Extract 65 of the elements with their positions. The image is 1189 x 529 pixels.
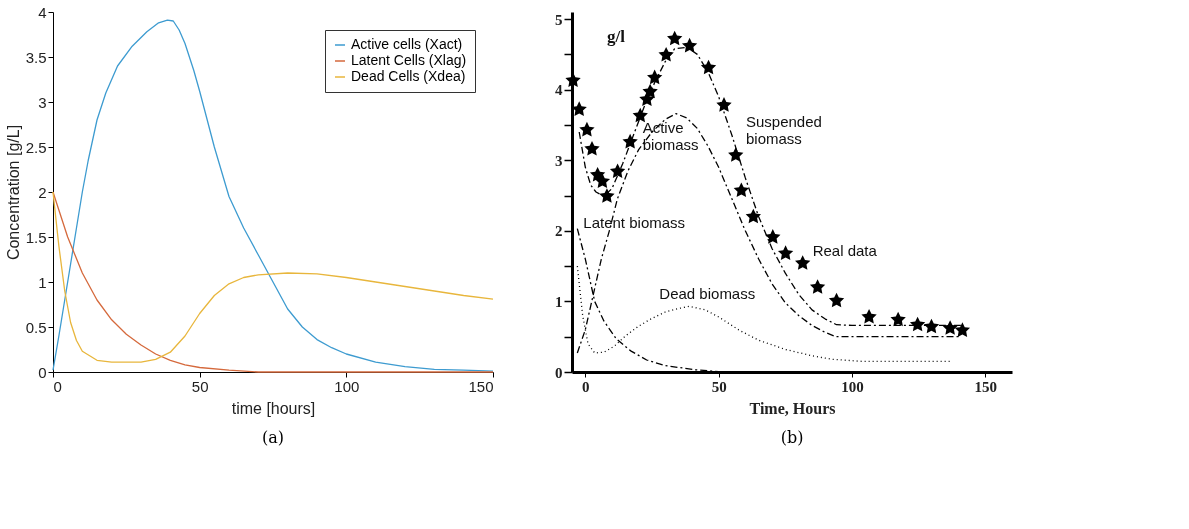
series-label: Dead biomass [659,285,756,303]
point [923,318,940,334]
point [700,59,717,75]
y-tick-label: 5 [555,11,563,28]
point [733,182,749,198]
x-tick-label: 100 [841,378,864,395]
point [565,72,581,87]
point [647,69,663,85]
point [632,107,648,123]
y-tick-label: 3.5 [25,48,47,66]
y-tick-label: 3 [38,93,47,111]
y-tick-label: 0.5 [25,318,47,336]
point [909,316,926,332]
y-tick-label: 2 [555,223,563,240]
point [777,245,794,260]
x-tick-label: 150 [974,378,998,395]
point [599,188,615,203]
y-tick-label: 1 [38,273,47,291]
y-tick-label: 4 [555,82,563,99]
series-label: Latent biomass [583,213,686,231]
y-axis-title: g/l [607,27,626,46]
point [828,292,845,308]
series-label: Real data [812,242,878,260]
series-label: Active biomass [642,118,699,153]
x-tick-label: 0 [53,377,62,395]
point [667,30,683,46]
point [809,279,826,294]
legend-label: Dead Cells (Xdea) [351,68,466,84]
y-tick-label: 4 [38,3,47,21]
x-axis-title: time [hours] [231,399,316,417]
point [716,97,732,112]
y-tick-label: 0 [555,364,563,381]
point [681,37,698,53]
point [954,322,971,337]
y-tick-label: 2.5 [25,138,47,156]
point [594,173,611,188]
x-tick-label: 100 [334,377,360,395]
y-axis-title: Concentration [g/L] [4,124,22,261]
legend-label: Active cells (Xact) [351,36,463,52]
point [609,163,626,179]
series-label: Suspended biomass [746,112,822,147]
x-tick-label: 0 [582,378,590,395]
y-tick-label: 1.5 [25,228,47,246]
point [658,47,674,62]
point [942,320,958,335]
point [765,229,781,244]
x-tick-label: 150 [468,377,494,395]
y-tick-label: 0 [38,363,47,381]
point [745,208,761,224]
point [622,133,638,149]
text: (b) [780,428,804,447]
point [890,311,906,327]
x-axis-title: Time, Hours [749,399,836,417]
x-tick-label: 50 [711,378,727,395]
text: (a) [261,428,285,447]
point [795,255,811,270]
point [579,121,595,137]
point [584,140,600,156]
y-tick-label: 2 [38,183,47,201]
legend-label: Latent Cells (Xlag) [351,52,467,68]
x-tick-label: 50 [191,377,209,395]
point [861,308,877,324]
y-tick-label: 3 [555,152,563,169]
y-tick-label: 1 [555,293,563,310]
point [728,147,744,162]
